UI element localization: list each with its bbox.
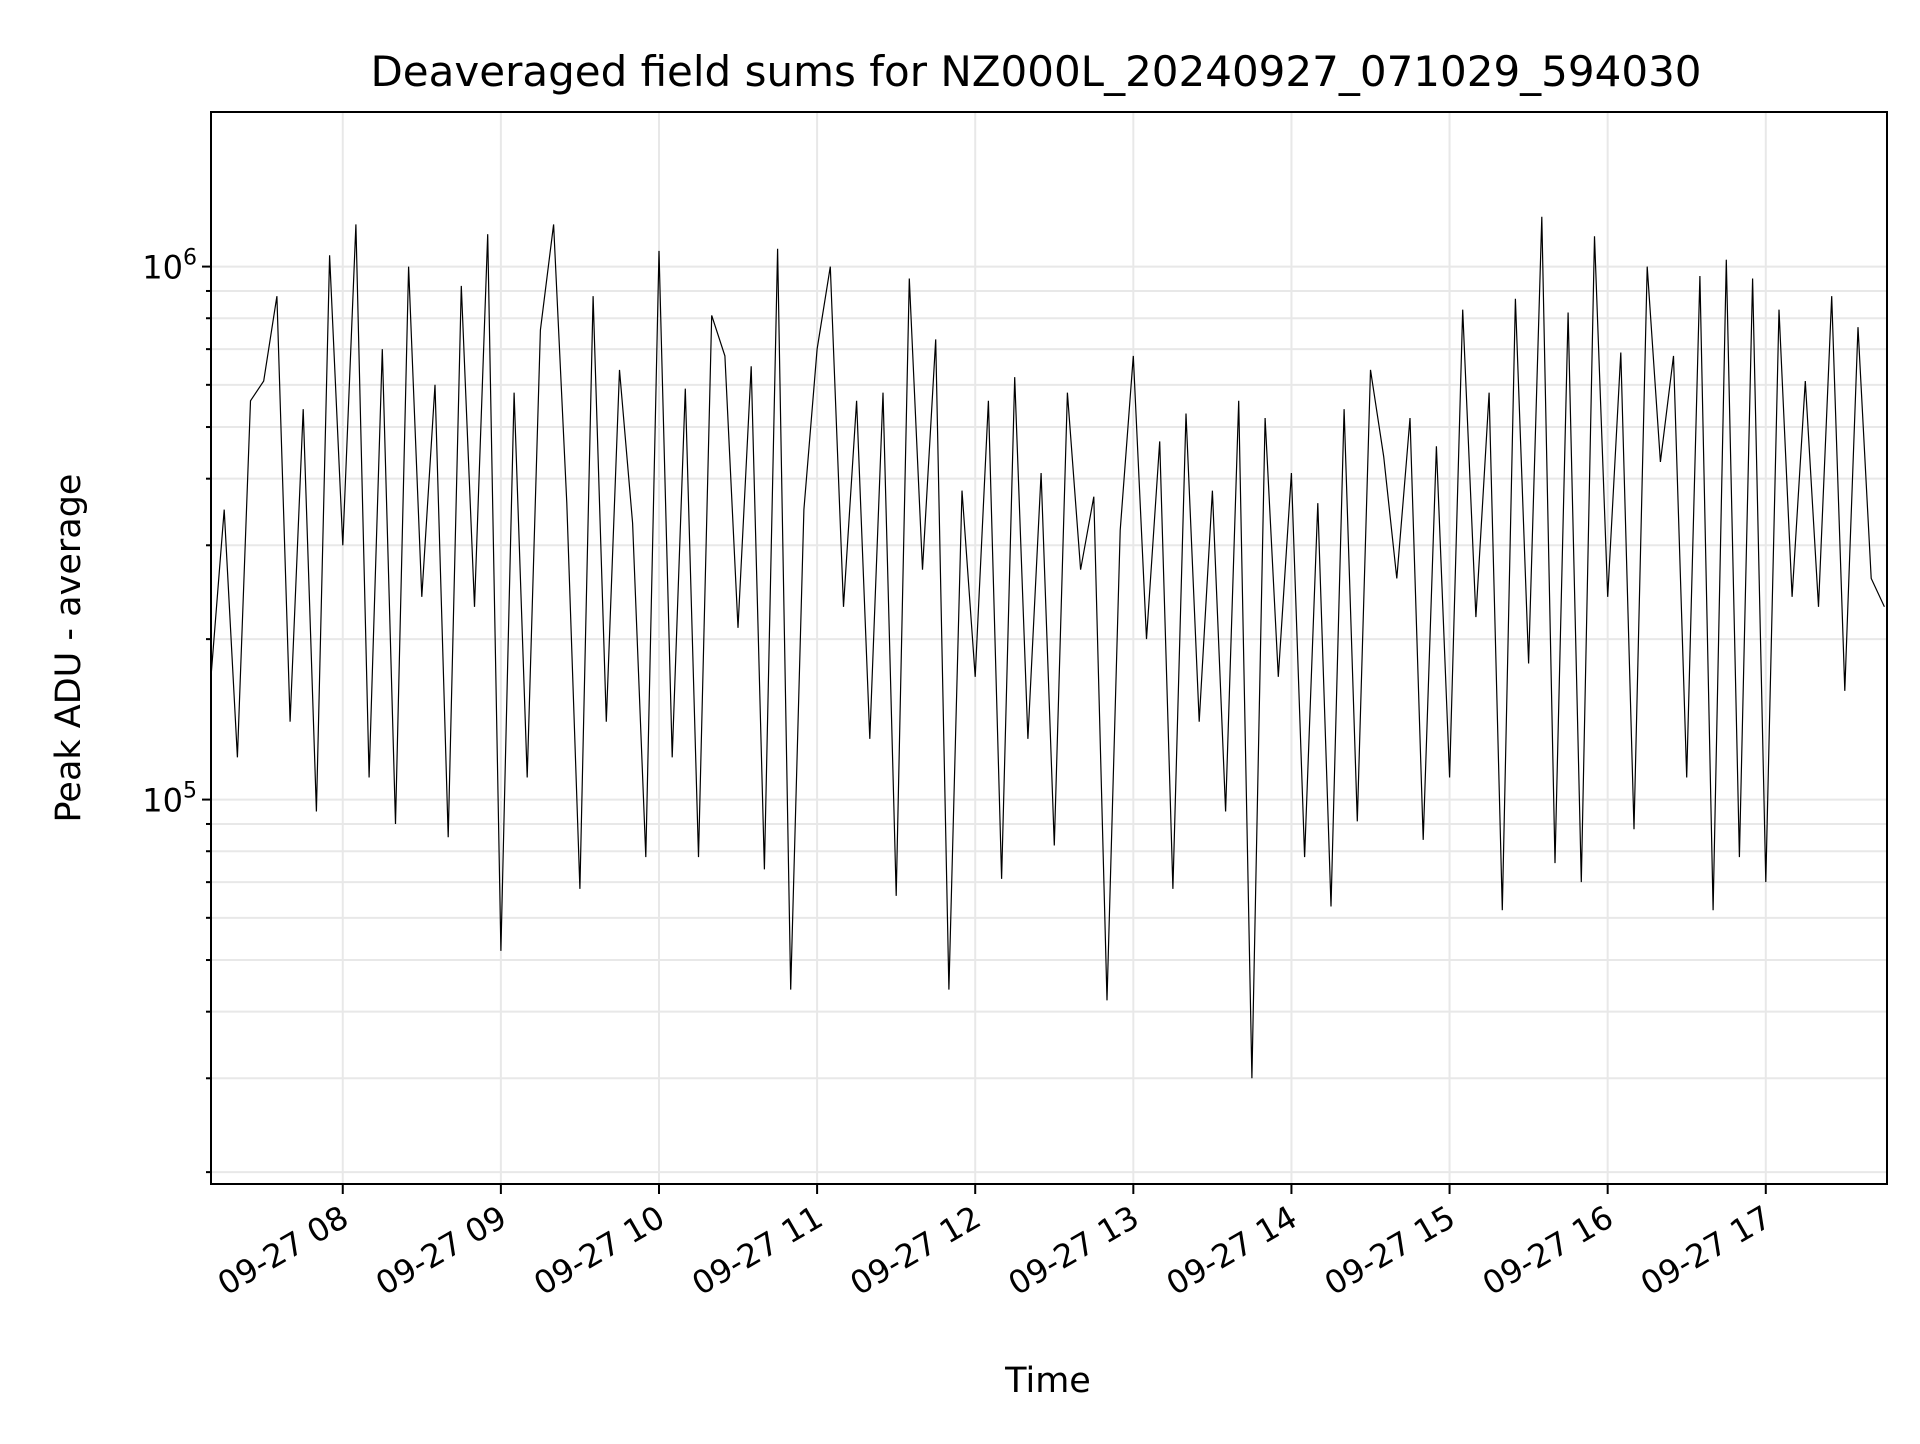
y-tick-label: 106: [142, 246, 197, 287]
y-tick-label: 105: [142, 779, 197, 820]
grid-lines: [211, 112, 1887, 1184]
y-axis-label: Peak ADU - average: [49, 474, 89, 823]
series-line: [211, 216, 1885, 1079]
y-axis: 105 106: [142, 246, 211, 1174]
chart-title: Deaveraged field sums for NZ000L_2024092…: [370, 47, 1701, 96]
plot-frame: [210, 111, 1888, 1185]
x-axis-label: Time: [1004, 1361, 1091, 1401]
